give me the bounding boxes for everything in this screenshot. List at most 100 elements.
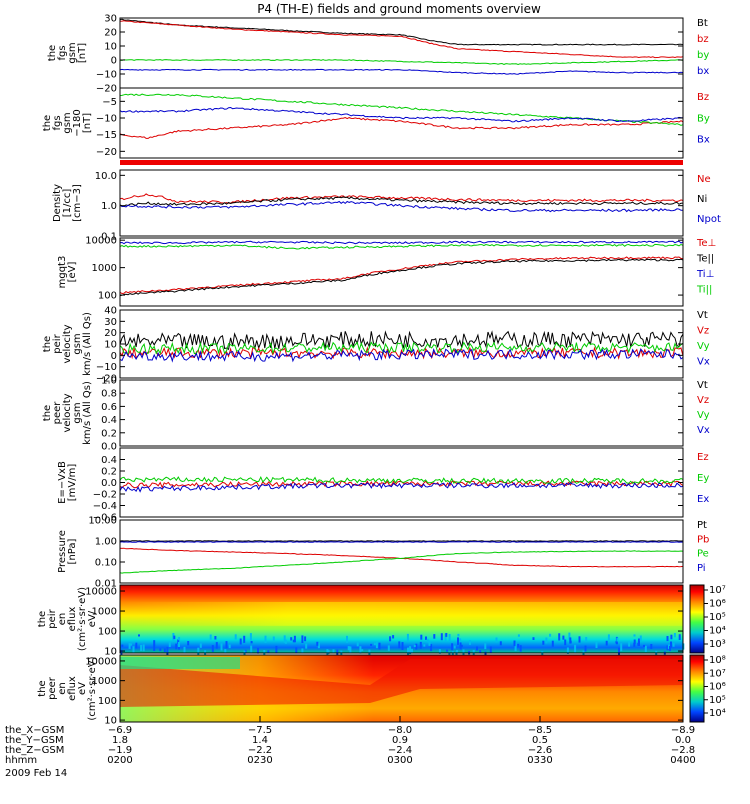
y-axis-label: the xyxy=(47,45,58,61)
spectrogram-speckle xyxy=(448,634,451,642)
colorbar-tick-label: 10⁴ xyxy=(709,708,726,719)
spectrogram-speckle xyxy=(448,651,451,658)
legend-item-by: by xyxy=(697,50,709,61)
y-tick-label: 10000 xyxy=(85,656,117,667)
spectrogram-speckle xyxy=(415,643,418,650)
y-tick-label: 10000 xyxy=(85,587,117,598)
spectrogram-speckle xyxy=(584,645,587,652)
y-axis-label: km/s (All Qs) xyxy=(82,312,93,376)
colorbar-tick-label: 10⁶ xyxy=(709,599,726,610)
spectrogram-speckle xyxy=(142,644,145,652)
y-axis-label: gsm xyxy=(72,333,83,354)
spectrogram-speckle xyxy=(317,642,320,649)
spectrogram-speckle xyxy=(178,637,181,641)
spectrogram-speckle xyxy=(670,634,673,640)
x-axis-tick-label: 0200 xyxy=(107,755,132,766)
spectrogram-speckle xyxy=(574,644,577,653)
spectrogram-speckle xyxy=(225,641,228,649)
legend-item-Vy: Vy xyxy=(697,341,710,352)
spectrogram-speckle xyxy=(517,643,520,648)
y-axis-label: eflux xyxy=(67,676,78,701)
y-tick-label: 100 xyxy=(98,696,117,707)
spectrogram-speckle xyxy=(243,650,246,658)
spectrogram-speckle xyxy=(638,638,640,646)
x-axis-tick-label: 0400 xyxy=(670,755,695,766)
x-axis-table: the_X−GSM −6.9 −7.5 −8.0 −8.5 −8.9 the_Y−GSM 1.… xyxy=(5,716,696,766)
y-axis-label: the xyxy=(42,115,53,131)
legend-item-Vx: Vx xyxy=(697,425,710,436)
spectrogram-speckle xyxy=(479,650,482,654)
spectrogram-speckle xyxy=(457,633,460,637)
spectrogram-speckle xyxy=(197,647,200,655)
spectrogram-speckle xyxy=(407,647,409,656)
series-line-bx xyxy=(119,68,684,75)
spectrogram-speckle xyxy=(644,645,647,652)
y-tick-label: 0.0 xyxy=(101,478,117,489)
y-axis-label: −180 xyxy=(72,109,83,136)
spectrogram-speckle xyxy=(650,644,653,649)
panel-frame xyxy=(119,87,684,159)
spectrogram-speckle xyxy=(489,646,492,654)
spectrogram-speckle xyxy=(204,650,207,658)
spectrogram-speckle xyxy=(175,643,178,650)
spectrogram-speckle xyxy=(666,645,669,651)
spectrogram-speckle xyxy=(568,632,571,640)
y-tick-label: 0.8 xyxy=(101,389,117,400)
spectrogram-speckle xyxy=(336,649,339,658)
spectrogram-speckle xyxy=(484,643,487,650)
legend-item-Ti||: Ti|| xyxy=(696,285,712,296)
y-tick-label: −20 xyxy=(96,147,117,158)
legend-item-Ex: Ex xyxy=(697,494,709,505)
spectrogram-hot-region xyxy=(120,659,683,707)
spectrogram-speckle xyxy=(476,646,478,651)
legend-item-Bz: Bz xyxy=(697,92,709,103)
series-line-Vx xyxy=(119,347,684,363)
spectrogram-speckle xyxy=(420,634,423,640)
legend-item-Vz: Vz xyxy=(697,326,709,337)
spectrogram-speckle xyxy=(633,642,636,647)
y-tick-label: 1.00 xyxy=(95,537,117,548)
spectrogram-speckle xyxy=(667,644,670,649)
spectrogram-speckle xyxy=(211,645,214,652)
legend-item-Te||: Te|| xyxy=(696,254,714,265)
y-tick-label: 40 xyxy=(104,306,117,317)
legend-item-Pb: Pb xyxy=(697,534,709,545)
x-axis-tick-label: −2.4 xyxy=(388,745,412,756)
x-axis-tick-label: 0.0 xyxy=(675,735,691,746)
y-tick-label: 1.0 xyxy=(101,201,117,212)
spectrogram-speckle xyxy=(368,649,371,655)
spectrogram-speckle xyxy=(121,644,124,647)
y-tick-label: 0.6 xyxy=(101,402,117,413)
y-tick-label: −10 xyxy=(96,362,117,373)
spectrogram-speckle xyxy=(401,642,404,650)
spectrogram-speckle xyxy=(495,637,498,643)
spectrogram-speckle xyxy=(301,648,304,653)
legend-item-Pi: Pi xyxy=(697,563,706,574)
y-tick-label: 100 xyxy=(98,291,117,302)
series-line-Pi xyxy=(119,541,684,543)
spectrogram-speckle xyxy=(438,649,441,654)
spectrogram-speckle xyxy=(433,634,436,639)
spectrogram-speckle xyxy=(628,641,631,647)
series-line-Te|| xyxy=(119,258,684,297)
colorbar-scale xyxy=(689,584,705,654)
spectrogram-speckle xyxy=(228,644,231,649)
colorbar-tick-label: 10⁴ xyxy=(709,626,726,637)
spectrogram-speckle xyxy=(605,640,608,646)
y-axis-label: [nT] xyxy=(77,43,88,63)
y-tick-label: −10 xyxy=(96,114,117,125)
spectrogram-speckle xyxy=(673,633,676,638)
x-axis-tick-label: 1.4 xyxy=(252,735,268,746)
panel-temperature: 10000 1000 100 mgqt3 [eV] Te⊥ Te|| Ti⊥ Ti|| xyxy=(57,236,716,307)
spectrogram-speckle xyxy=(163,648,166,652)
spectrogram-speckle xyxy=(134,640,137,644)
legend-item-By: By xyxy=(697,113,710,124)
x-axis-tick-label: 0230 xyxy=(247,755,272,766)
separator-bar xyxy=(120,160,683,165)
legend-item-Pt: Pt xyxy=(697,520,707,531)
spectrogram-speckle xyxy=(637,642,640,646)
spectrogram-speckle xyxy=(359,646,362,654)
panel-frame xyxy=(119,519,684,584)
legend-item-Npot: Npot xyxy=(697,214,721,225)
